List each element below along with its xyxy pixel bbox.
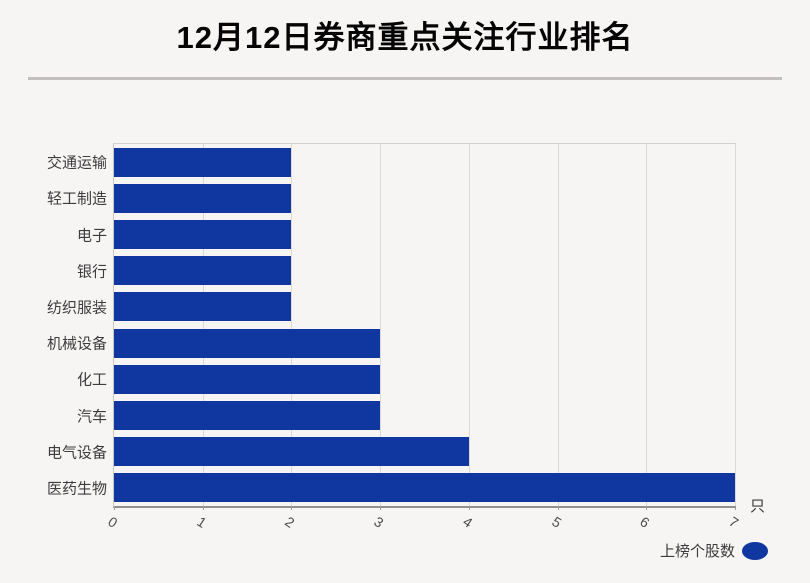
bar <box>114 292 292 322</box>
bar <box>114 328 381 358</box>
x-axis-unit-label: 只 <box>750 498 766 515</box>
bar <box>114 183 292 213</box>
category-label: 电子 <box>76 227 107 244</box>
category-label: 化工 <box>76 371 107 389</box>
legend: 上榜个股数 <box>660 540 768 561</box>
x-tick-mark <box>468 506 470 510</box>
plot-area: 交通运输轻工制造电子银行纺织服装机械设备化工汽车电气设备医药生物 0 1 2 3 4 5 6… <box>47 143 765 531</box>
x-tick-label: 3 <box>371 513 387 531</box>
title-divider <box>28 77 782 80</box>
category-label: 电气设备 <box>46 444 107 462</box>
x-tick-label: 1 <box>193 513 210 531</box>
x-tick-label: 6 <box>637 513 653 531</box>
gridline <box>291 144 293 506</box>
bar-row: 医药生物 <box>47 470 735 506</box>
x-tick-label: 5 <box>548 513 565 531</box>
bar-row: 汽车 <box>77 397 735 433</box>
bar <box>114 220 292 249</box>
bar-row: 化工 <box>77 361 735 397</box>
bar-row: 机械设备 <box>47 325 735 361</box>
bar <box>114 364 381 394</box>
bar-row: 交通运输 <box>47 144 735 180</box>
bar-row: 轻工制造 <box>47 180 735 216</box>
x-tick-mark <box>114 506 115 510</box>
x-tick-mark <box>291 506 293 510</box>
x-tick-label: 4 <box>460 513 476 531</box>
bar <box>114 437 469 467</box>
category-label: 交通运输 <box>46 154 107 172</box>
bar-row: 纺织服装 <box>47 289 735 325</box>
gridline <box>380 144 382 506</box>
category-label: 医药生物 <box>46 480 107 498</box>
legend-label: 上榜个股数 <box>659 543 735 560</box>
x-tick-mark <box>202 506 204 510</box>
bar-row: 电子 <box>77 216 735 252</box>
gridline <box>557 144 559 506</box>
category-label: 银行 <box>76 263 107 281</box>
gridline <box>735 144 736 506</box>
x-tick-mark <box>380 506 382 510</box>
bar-row: 电气设备 <box>47 434 735 470</box>
gridline <box>202 144 204 506</box>
x-tick-mark <box>646 506 648 510</box>
x-tick-label: 2 <box>282 513 298 531</box>
bar-row: 银行 <box>77 253 735 289</box>
category-label: 机械设备 <box>46 335 107 353</box>
x-tick-mark <box>557 506 559 510</box>
x-tick-label: 7 <box>726 513 742 531</box>
category-label: 纺织服装 <box>46 299 107 317</box>
bar <box>114 147 292 177</box>
x-tick-label: 0 <box>105 513 121 531</box>
bar-rows: 交通运输轻工制造电子银行纺织服装机械设备化工汽车电气设备医药生物 <box>47 144 735 506</box>
bar <box>114 473 735 503</box>
x-tick-mark <box>735 506 736 510</box>
bar <box>114 401 381 431</box>
chart-title: 12月12日券商重点关注行业排名 <box>176 20 634 55</box>
legend-marker-circle <box>742 541 768 560</box>
bar <box>114 256 292 286</box>
gridline <box>468 144 470 506</box>
category-label: 轻工制造 <box>46 190 107 208</box>
gridline <box>646 144 648 506</box>
category-label: 汽车 <box>76 408 107 426</box>
